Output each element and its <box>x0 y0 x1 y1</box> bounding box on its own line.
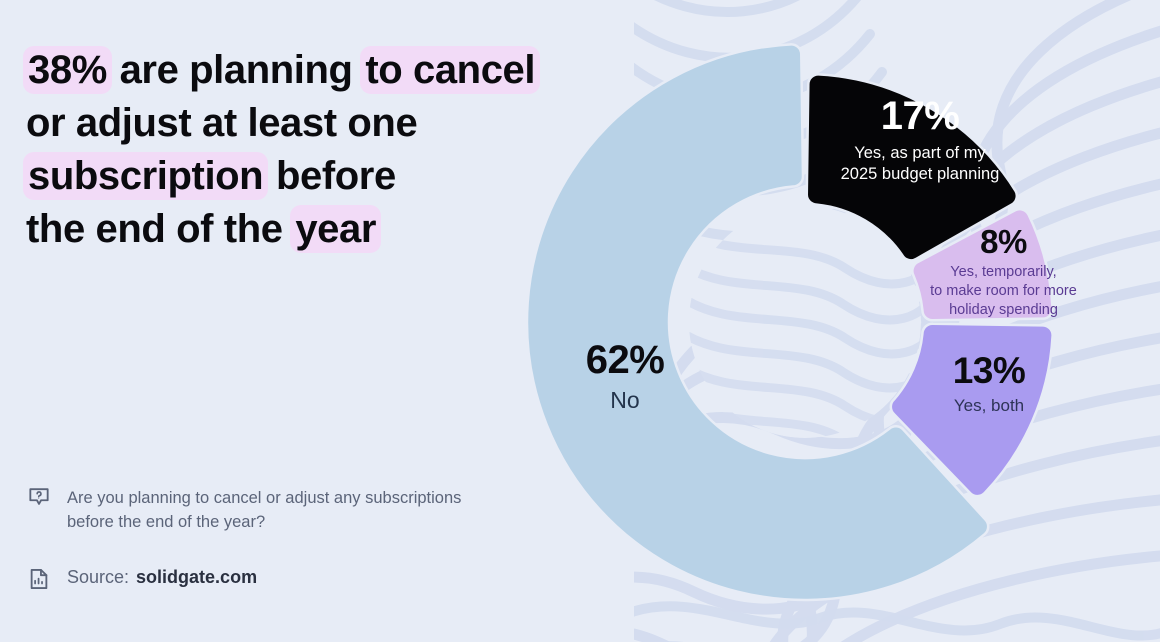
headline-highlight-subscription: subscription <box>23 152 269 200</box>
headline-text-2: or adjust at least one <box>26 101 418 145</box>
survey-question-text: Are you planning to cancel or adjust any… <box>67 489 462 531</box>
slice-no <box>525 43 990 602</box>
document-chart-icon <box>26 566 52 592</box>
headline-text-1: are planning <box>108 48 364 92</box>
headline-line-2: or adjust at least one <box>26 97 606 150</box>
headline: 38% are planning to cancel or adjust at … <box>23 44 606 256</box>
headline-line-3: subscription before <box>23 150 606 203</box>
headline-highlight-38: 38% <box>23 46 112 94</box>
headline-text-4: the end of the <box>26 207 294 251</box>
slice-yes-budget <box>805 73 1019 262</box>
headline-line-1: 38% are planning to cancel <box>23 44 606 97</box>
question-bubble-icon <box>26 484 52 510</box>
source-block: Source: solidgate.com <box>26 566 257 592</box>
source-label: Source: <box>67 567 130 587</box>
source-line: Source: solidgate.com <box>67 566 257 588</box>
headline-highlight-year: year <box>290 205 382 253</box>
headline-highlight-cancel: to cancel <box>360 46 541 94</box>
survey-question-block: Are you planning to cancel or adjust any… <box>26 484 487 534</box>
headline-line-4: the end of the year <box>26 203 606 256</box>
slice-yes-both <box>889 322 1054 498</box>
slice-yes-temporarily <box>911 207 1054 322</box>
headline-text-3: before <box>265 154 396 198</box>
source-value[interactable]: solidgate.com <box>136 567 258 587</box>
